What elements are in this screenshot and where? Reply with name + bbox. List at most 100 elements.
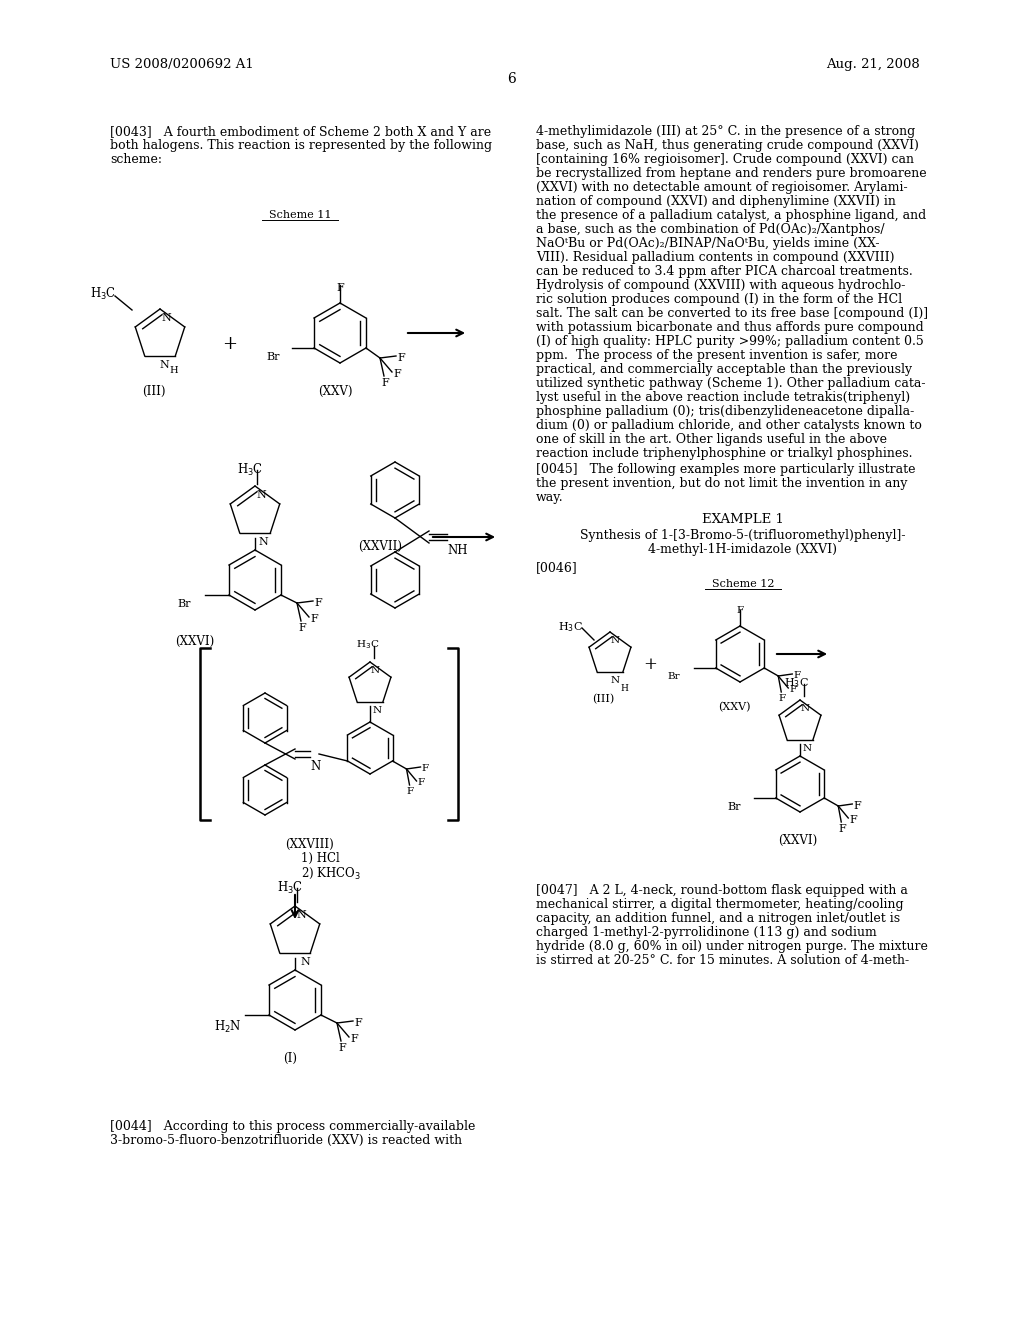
Text: reaction include triphenylphosphine or trialkyl phosphines.: reaction include triphenylphosphine or t… [536,447,912,459]
Text: (XXVI): (XXVI) [175,635,214,648]
Text: 2) KHCO$_3$: 2) KHCO$_3$ [301,866,361,882]
Text: hydride (8.0 g, 60% in oil) under nitrogen purge. The mixture: hydride (8.0 g, 60% in oil) under nitrog… [536,940,928,953]
Text: (XXV): (XXV) [718,702,751,713]
Text: can be reduced to 3.4 ppm after PICA charcoal treatments.: can be reduced to 3.4 ppm after PICA cha… [536,265,912,279]
Text: F: F [314,598,322,609]
Text: F: F [839,824,846,834]
Text: N: N [256,490,266,500]
Text: F: F [849,814,857,825]
Text: H$_3$C: H$_3$C [278,880,303,896]
Text: the presence of a palladium catalyst, a phosphine ligand, and: the presence of a palladium catalyst, a … [536,209,927,222]
Text: [0046]: [0046] [536,561,578,574]
Text: H: H [621,684,629,693]
Text: 4-methylimidazole (III) at 25° C. in the presence of a strong: 4-methylimidazole (III) at 25° C. in the… [536,125,915,139]
Text: lyst useful in the above reaction include tetrakis(triphenyl): lyst useful in the above reaction includ… [536,391,910,404]
Text: be recrystallized from heptane and renders pure bromoarene: be recrystallized from heptane and rende… [536,168,927,180]
Text: F: F [853,801,861,810]
Text: F: F [422,764,429,774]
Text: Br: Br [266,352,280,362]
Text: with potassium bicarbonate and thus affords pure compound: with potassium bicarbonate and thus affo… [536,321,924,334]
Text: (XXVIII): (XXVIII) [285,838,334,851]
Text: (III): (III) [592,694,614,705]
Text: F: F [350,1034,357,1044]
Text: salt. The salt can be converted to its free base [compound (I)]: salt. The salt can be converted to its f… [536,308,928,319]
Text: F: F [736,606,743,615]
Text: the present invention, but do not limit the invention in any: the present invention, but do not limit … [536,477,907,490]
Text: F: F [397,352,404,363]
Text: Scheme 11: Scheme 11 [268,210,331,220]
Text: capacity, an addition funnel, and a nitrogen inlet/outlet is: capacity, an addition funnel, and a nitr… [536,912,900,925]
Text: EXAMPLE 1: EXAMPLE 1 [702,513,784,525]
Text: Synthesis of 1-[3-Bromo-5-(trifluoromethyl)phenyl]-: Synthesis of 1-[3-Bromo-5-(trifluorometh… [581,529,906,543]
Text: N: N [300,957,310,968]
Text: H$_3$C: H$_3$C [558,620,583,634]
Text: Br: Br [668,672,680,681]
Text: F: F [338,1043,346,1053]
Text: N: N [296,909,306,920]
Text: (I): (I) [283,1052,297,1065]
Text: N: N [611,676,621,685]
Text: F: F [778,694,785,704]
Text: H$_3$C: H$_3$C [90,286,116,302]
Text: dium (0) or palladium chloride, and other catalysts known to: dium (0) or palladium chloride, and othe… [536,418,922,432]
Text: 1) HCl: 1) HCl [301,851,340,865]
Text: [0045]   The following examples more particularly illustrate: [0045] The following examples more parti… [536,463,915,477]
Text: H: H [169,366,178,375]
Text: [0044]   According to this process commercially-available: [0044] According to this process commerc… [110,1119,475,1133]
Text: is stirred at 20-25° C. for 15 minutes. A solution of 4-meth-: is stirred at 20-25° C. for 15 minutes. … [536,954,909,968]
Text: a base, such as the combination of Pd(OAc)₂/Xantphos/: a base, such as the combination of Pd(OA… [536,223,885,236]
Text: Hydrolysis of compound (XXVIII) with aqueous hydrochlo-: Hydrolysis of compound (XXVIII) with aqu… [536,279,905,292]
Text: 3-bromo-5-fluoro-benzotrifluoride (XXV) is reacted with: 3-bromo-5-fluoro-benzotrifluoride (XXV) … [110,1134,462,1147]
Text: N: N [373,706,382,715]
Text: (III): (III) [142,385,166,399]
Text: H$_3$C: H$_3$C [356,638,380,651]
Text: N: N [803,743,812,752]
Text: utilized synthetic pathway (Scheme 1). Other palladium cata-: utilized synthetic pathway (Scheme 1). O… [536,378,926,389]
Text: F: F [381,378,389,388]
Text: both halogens. This reaction is represented by the following: both halogens. This reaction is represen… [110,139,493,152]
Text: N: N [160,360,169,370]
Text: base, such as NaH, thus generating crude compound (XXVI): base, such as NaH, thus generating crude… [536,139,919,152]
Text: Br: Br [728,803,741,812]
Text: N: N [801,704,810,713]
Text: US 2008/0200692 A1: US 2008/0200692 A1 [110,58,254,71]
Text: F: F [354,1018,361,1028]
Text: (I) of high quality: HPLC purity >99%; palladium content 0.5: (I) of high quality: HPLC purity >99%; p… [536,335,924,348]
Text: N: N [310,760,321,774]
Text: N: N [161,313,171,323]
Text: (XXVI) with no detectable amount of regioisomer. Arylami-: (XXVI) with no detectable amount of regi… [536,181,907,194]
Text: NH: NH [447,544,468,557]
Text: phosphine palladium (0); tris(dibenzylideneacetone dipalla-: phosphine palladium (0); tris(dibenzylid… [536,405,914,418]
Text: Aug. 21, 2008: Aug. 21, 2008 [826,58,920,71]
Text: 6: 6 [508,73,516,86]
Text: F: F [794,671,801,680]
Text: F: F [393,370,400,379]
Text: VIII). Residual palladium contents in compound (XXVIII): VIII). Residual palladium contents in co… [536,251,895,264]
Text: mechanical stirrer, a digital thermometer, heating/cooling: mechanical stirrer, a digital thermomete… [536,898,903,911]
Text: one of skill in the art. Other ligands useful in the above: one of skill in the art. Other ligands u… [536,433,887,446]
Text: (XXV): (XXV) [318,385,352,399]
Text: [0047]   A 2 L, 4-neck, round-bottom flask equipped with a: [0047] A 2 L, 4-neck, round-bottom flask… [536,884,908,898]
Text: H$_3$C: H$_3$C [784,676,809,690]
Text: H$_2$N: H$_2$N [214,1019,242,1035]
Text: [containing 16% regioisomer]. Crude compound (XXVI) can: [containing 16% regioisomer]. Crude comp… [536,153,914,166]
Text: scheme:: scheme: [110,153,162,166]
Text: NaOᵗBu or Pd(OAc)₂/BINAP/NaOᵗBu, yields imine (XX-: NaOᵗBu or Pd(OAc)₂/BINAP/NaOᵗBu, yields … [536,238,880,249]
Text: +: + [643,656,656,673]
Text: F: F [298,623,306,634]
Text: F: F [790,685,797,694]
Text: [0043]   A fourth embodiment of Scheme 2 both X and Y are: [0043] A fourth embodiment of Scheme 2 b… [110,125,492,139]
Text: N: N [611,636,621,645]
Text: nation of compound (XXVI) and diphenylimine (XXVII) in: nation of compound (XXVI) and diphenylim… [536,195,896,209]
Text: F: F [407,787,414,796]
Text: N: N [258,537,268,546]
Text: 4-methyl-1H-imidazole (XXVI): 4-methyl-1H-imidazole (XXVI) [648,543,838,556]
Text: Scheme 12: Scheme 12 [712,579,774,589]
Text: (XXVII): (XXVII) [358,540,402,553]
Text: ric solution produces compound (I) in the form of the HCl: ric solution produces compound (I) in th… [536,293,902,306]
Text: F: F [336,282,344,293]
Text: ppm.  The process of the present invention is safer, more: ppm. The process of the present inventio… [536,348,897,362]
Text: +: + [222,335,237,352]
Text: (XXVI): (XXVI) [778,834,817,847]
Text: practical, and commercially acceptable than the previously: practical, and commercially acceptable t… [536,363,912,376]
